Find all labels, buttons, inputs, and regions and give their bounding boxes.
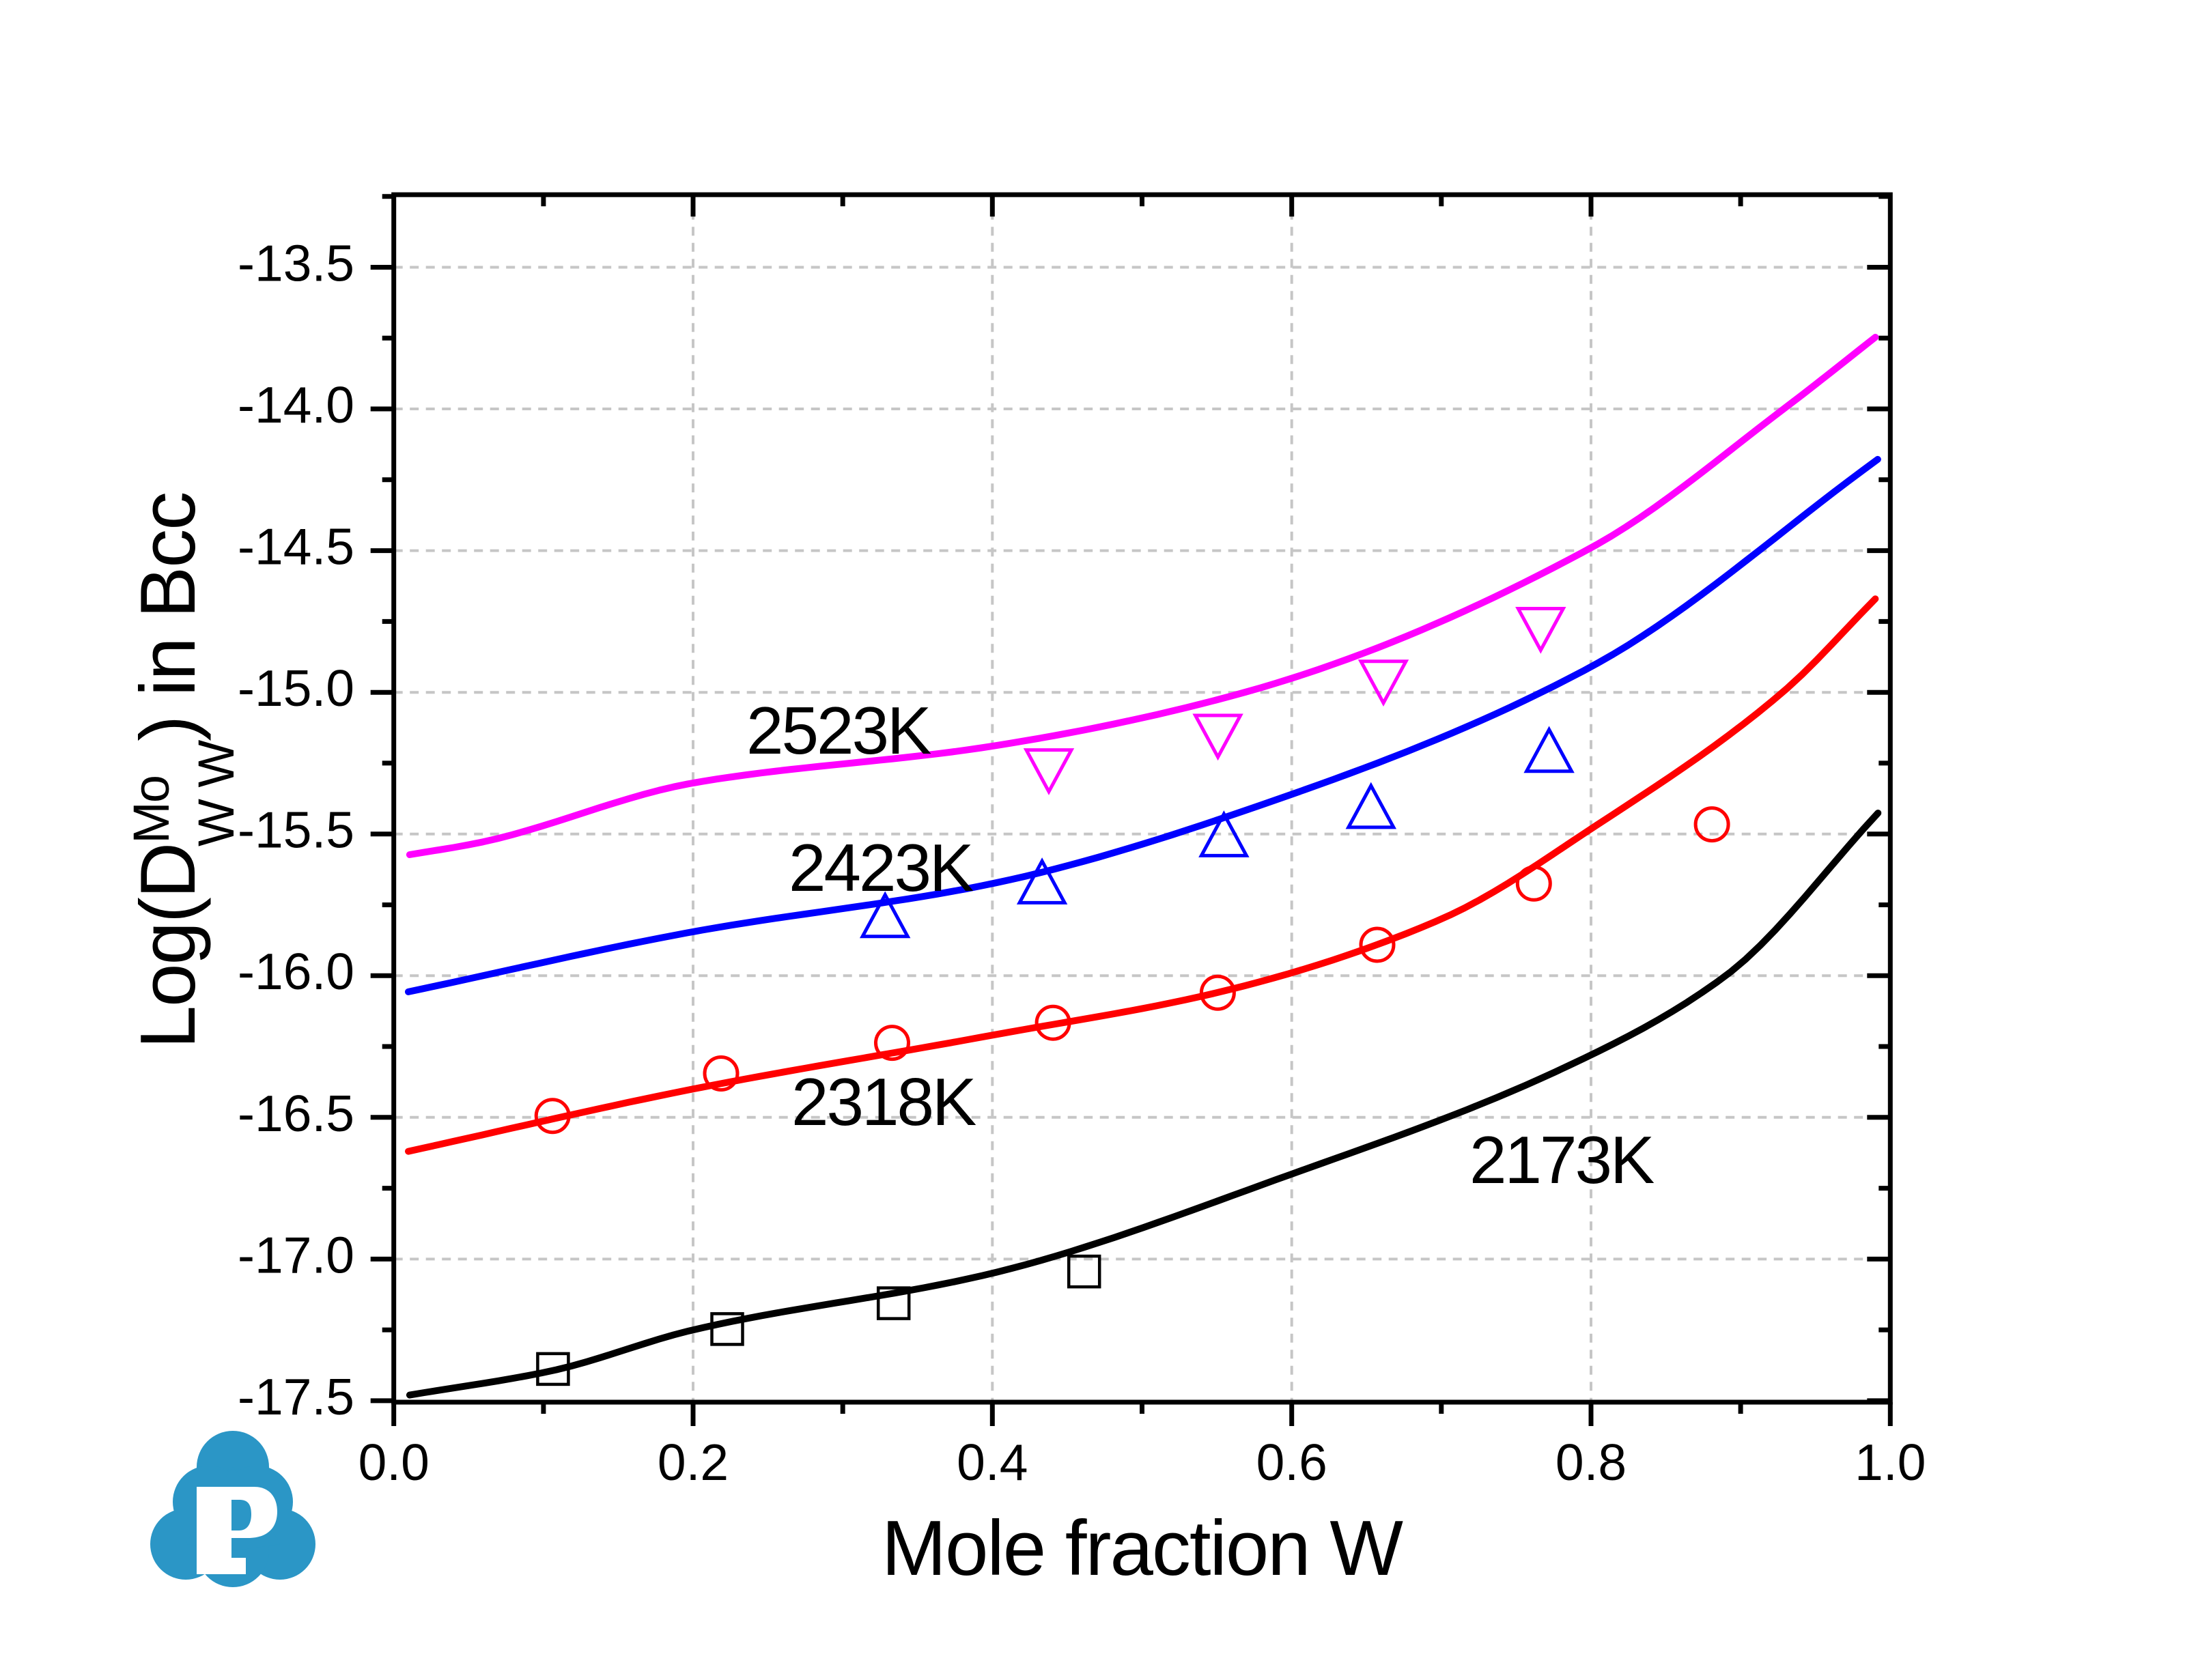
svg-text:-15.0: -15.0 xyxy=(238,659,354,717)
svg-text:0.4: 0.4 xyxy=(957,1434,1028,1491)
svg-text:1.0: 1.0 xyxy=(1855,1434,1926,1491)
svg-text:-13.5: -13.5 xyxy=(238,235,354,292)
svg-text:-15.5: -15.5 xyxy=(238,801,354,859)
svg-text:2318K: 2318K xyxy=(791,1064,976,1139)
svg-text:2173K: 2173K xyxy=(1469,1122,1655,1197)
svg-text:-16.0: -16.0 xyxy=(238,943,354,1000)
svg-text:-14.5: -14.5 xyxy=(238,518,354,575)
svg-text:-17.5: -17.5 xyxy=(238,1368,354,1425)
svg-text:-14.0: -14.0 xyxy=(238,376,354,433)
svg-text:2423K: 2423K xyxy=(789,830,974,905)
svg-text:Mole fraction W: Mole fraction W xyxy=(882,1505,1403,1592)
svg-text:0.0: 0.0 xyxy=(358,1434,430,1491)
svg-text:0.8: 0.8 xyxy=(1556,1434,1627,1491)
svg-text:2523K: 2523K xyxy=(746,693,931,768)
svg-text:-17.0: -17.0 xyxy=(238,1226,354,1283)
svg-text:-16.5: -16.5 xyxy=(238,1085,354,1142)
svg-text:0.2: 0.2 xyxy=(658,1434,729,1491)
svg-text:0.6: 0.6 xyxy=(1256,1434,1327,1491)
